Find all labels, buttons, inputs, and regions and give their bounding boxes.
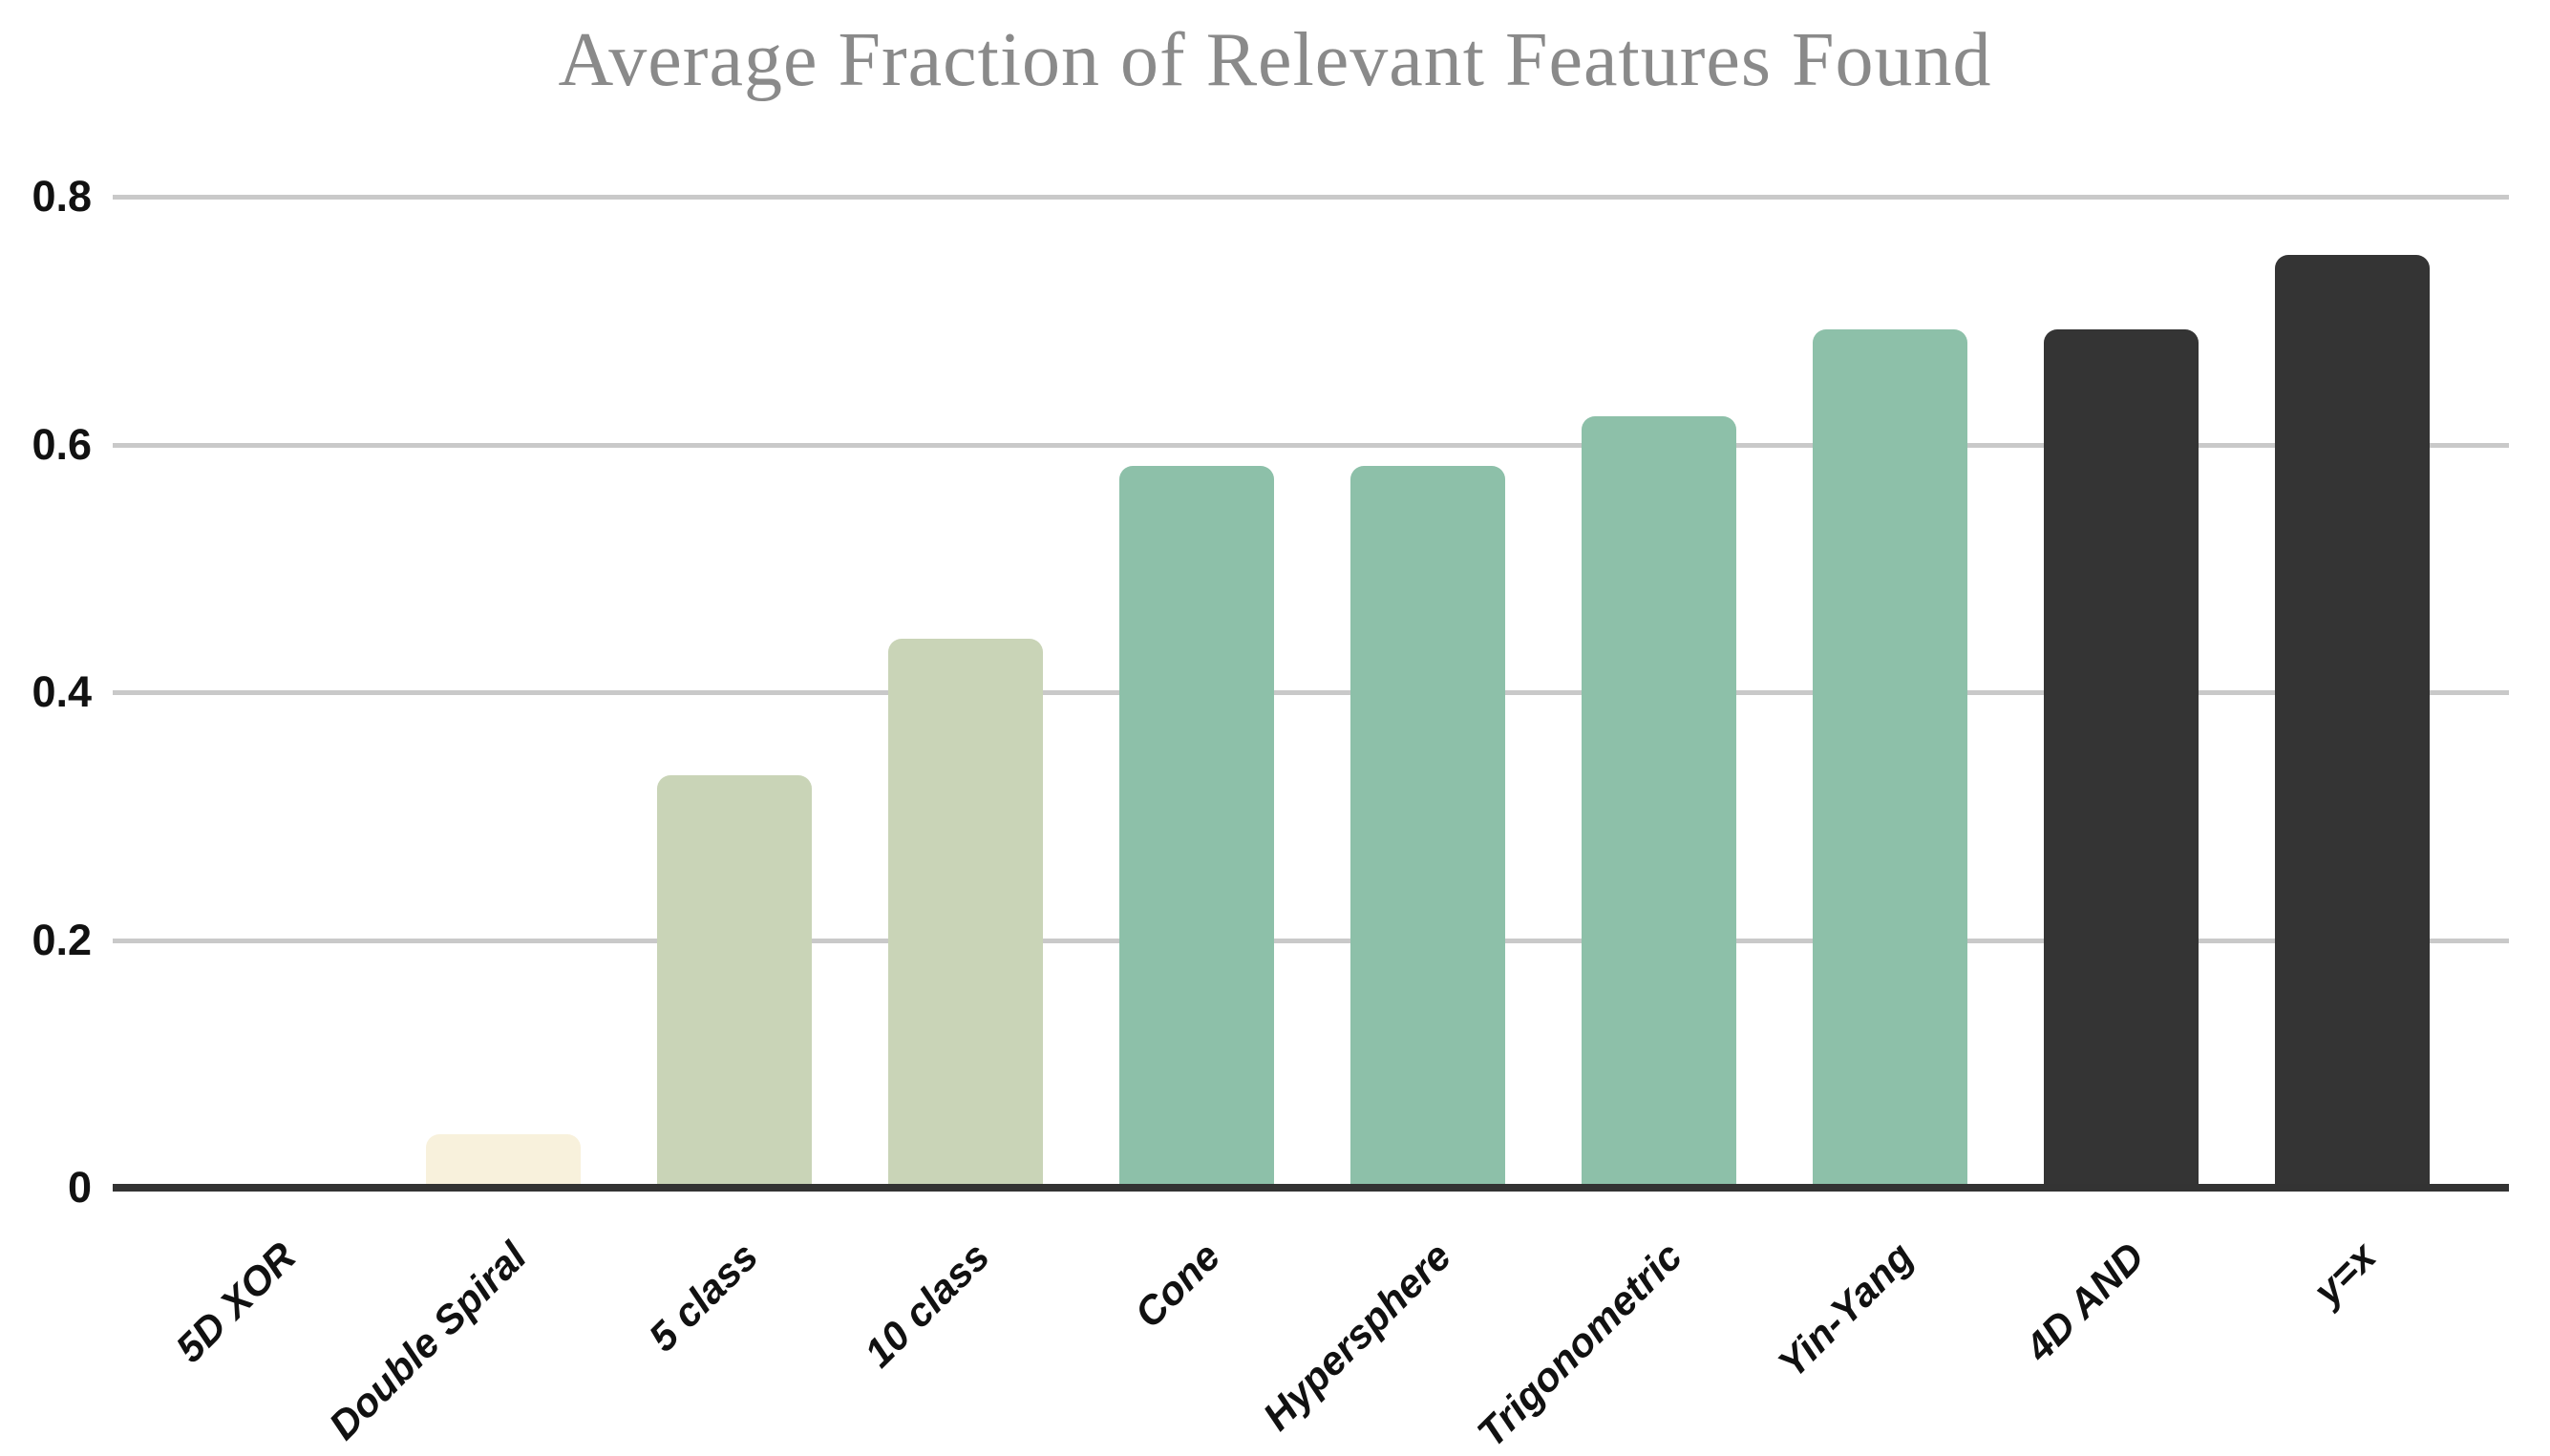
gridline-0.2 — [113, 938, 2509, 943]
x-axis-label-5d-xor: 5D XOR — [166, 1234, 305, 1371]
y-axis: 0 0.2 0.4 0.6 0.8 — [0, 0, 92, 1212]
y-tick-label: 0.6 — [32, 419, 92, 469]
x-axis-line — [113, 1184, 2509, 1192]
y-tick-label: 0 — [67, 1163, 92, 1212]
y-tick-label: 0.2 — [32, 915, 92, 964]
x-axis-labels: 5D XOR Double Spiral 5 class 10 class Cone Hy… — [157, 1205, 2468, 1455]
plot-area — [113, 0, 2509, 1184]
x-label-cell-5-class: 5 class — [619, 1205, 850, 1452]
x-axis-label-4d-and: 4D AND — [2016, 1234, 2154, 1370]
x-axis-label-5-class: 5 class — [639, 1234, 767, 1361]
x-label-cell-y-x: y=x — [2237, 1205, 2468, 1452]
x-label-cell-yin-yang: Yin-Yang — [1770, 1205, 2006, 1452]
y-tick-label: 0.4 — [32, 667, 92, 717]
x-label-cell-double-spiral: Double Spiral — [321, 1205, 619, 1452]
x-label-cell-4d-and: 4D AND — [2006, 1205, 2237, 1452]
y-tick-label: 0.8 — [32, 172, 92, 222]
x-axis-label-yin-yang: Yin-Yang — [1769, 1234, 1923, 1386]
gridline-0.4 — [113, 690, 2509, 696]
x-axis-label-cone: Cone — [1125, 1234, 1229, 1337]
x-label-cell-trigonometric: Trigonometric — [1469, 1205, 1774, 1455]
gridline-0.6 — [113, 442, 2509, 448]
gridline-0.8 — [113, 195, 2509, 200]
x-axis-label-10-class: 10 class — [855, 1234, 998, 1376]
x-axis-label-y-x: y=x — [2304, 1234, 2385, 1314]
x-label-cell-10-class: 10 class — [850, 1205, 1081, 1452]
chart-title: Average Fraction of Relevant Features Fo… — [558, 18, 1992, 102]
